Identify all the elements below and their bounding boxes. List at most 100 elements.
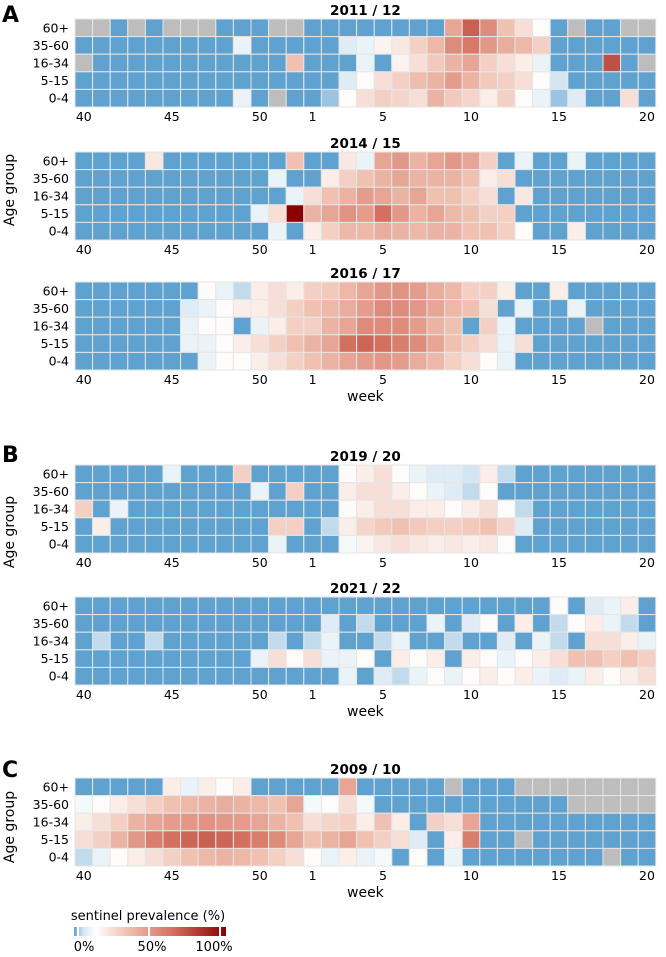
heatmap-cell [144, 88, 164, 108]
x-tick-label: 10 [463, 868, 479, 883]
heatmap-cell [426, 499, 446, 519]
heatmap-cell [127, 88, 146, 108]
heatmap-cell [127, 151, 146, 171]
heatmap-cell [162, 812, 182, 832]
row-label: 60+ [43, 153, 69, 168]
heatmap-cell [268, 830, 287, 849]
heatmap-cell [514, 221, 534, 241]
heatmap-cell [567, 299, 586, 318]
heatmap-cell [620, 517, 639, 536]
heatmap-cell [338, 812, 358, 832]
heatmap-cell [532, 299, 551, 318]
heatmap-cell [232, 777, 252, 797]
heatmap-cell [180, 830, 199, 849]
x-tick-label: 5 [379, 109, 387, 124]
heatmap-cell [584, 71, 604, 90]
x-tick-label: 45 [164, 242, 180, 257]
heatmap-cell [567, 596, 586, 616]
heatmap-cell [514, 334, 534, 353]
heatmap-cell [584, 812, 604, 832]
heatmap-cell [444, 812, 463, 832]
heatmap-cell [373, 482, 393, 501]
heatmap-cell [127, 499, 146, 519]
heatmap-cell [109, 499, 129, 519]
row-label: 16-34 [33, 319, 69, 334]
heatmap-cell [532, 464, 551, 484]
heatmap-cell [584, 18, 604, 38]
heatmap-cell [408, 204, 428, 223]
heatmap-cell [496, 482, 516, 501]
heatmap-cell [356, 299, 375, 318]
heatmap-cell [127, 631, 146, 651]
heatmap-cell [584, 186, 604, 206]
heatmap-cell [144, 777, 164, 797]
heatmap-cell [461, 204, 481, 223]
heatmap-cell [268, 812, 287, 832]
heatmap-cell [197, 812, 217, 832]
heatmap-cell [127, 649, 146, 668]
heatmap-cell [338, 53, 358, 73]
heatmap-cell [92, 53, 111, 73]
heatmap-cell [479, 534, 498, 554]
colorbar-label-0: 0% [74, 940, 95, 953]
heatmap-cell [180, 795, 199, 814]
heatmap-cell [268, 204, 287, 223]
heatmap-cell [408, 631, 428, 651]
heatmap-cell [268, 18, 287, 38]
heatmap-cell [426, 36, 446, 55]
heatmap-cell [197, 777, 217, 797]
x-tick-label: 40 [76, 372, 92, 387]
heatmap-cell [92, 221, 111, 241]
heatmap-cell [320, 517, 340, 536]
heatmap-cell [162, 614, 182, 633]
heatmap-cell [461, 186, 481, 206]
heatmap-cell [320, 151, 340, 171]
heatmap-cell [74, 614, 94, 633]
heatmap-cell [162, 847, 182, 867]
heatmap-cell [373, 351, 393, 371]
heatmap-cell [408, 316, 428, 336]
heatmap-cell [373, 221, 393, 241]
heatmap-cell [109, 614, 129, 633]
heatmap-cell [514, 71, 534, 90]
heatmap-cell [180, 812, 199, 832]
heatmap-cell [620, 88, 639, 108]
heatmap-cell [109, 299, 129, 318]
heatmap-cell [567, 221, 586, 241]
heatmap-title: 2019 / 20 [330, 449, 401, 465]
heatmap-cell [127, 351, 146, 371]
heatmap-cell [426, 151, 446, 171]
heatmap-cell [461, 499, 481, 519]
heatmap-cell [92, 464, 111, 484]
heatmap-cell [215, 777, 234, 797]
heatmap-cell [356, 334, 375, 353]
heatmap-cell [532, 36, 551, 55]
heatmap-cell [373, 847, 393, 867]
colorbar-label-100: 100% [195, 940, 232, 953]
heatmap-cell [496, 666, 516, 686]
heatmap-cell [496, 596, 516, 616]
heatmap-cell [620, 36, 639, 55]
heatmap-cell [215, 830, 234, 849]
heatmap-cell [109, 517, 129, 536]
heatmap-cell [74, 88, 94, 108]
heatmap-cell [285, 53, 305, 73]
heatmap-cell [637, 812, 657, 832]
heatmap-cell [303, 151, 322, 171]
heatmap-cell [584, 334, 604, 353]
heatmap-cell [303, 71, 322, 90]
heatmap-cell [356, 71, 375, 90]
heatmap-cell [250, 666, 270, 686]
heatmap-cell [197, 534, 217, 554]
heatmap-cell [567, 631, 586, 651]
heatmap-cell [268, 281, 287, 301]
heatmap-cell [320, 631, 340, 651]
heatmap-title: 2009 / 10 [330, 762, 401, 778]
heatmap-cell [461, 221, 481, 241]
heatmap-cell [303, 281, 322, 301]
heatmap-cell [303, 795, 322, 814]
heatmap-cell [162, 334, 182, 353]
heatmap-cell [144, 151, 164, 171]
